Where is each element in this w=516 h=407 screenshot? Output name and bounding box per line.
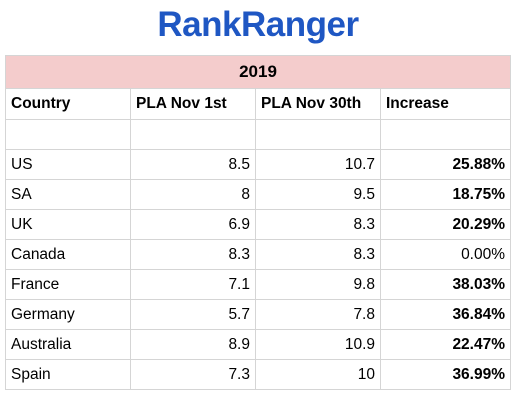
increase-cell: 18.75% (379, 179, 512, 210)
table-row: Spain 7.3 10 36.99% (5, 359, 512, 390)
blank-cell (5, 119, 131, 150)
header-country: Country (5, 88, 131, 120)
increase-cell: 0.00% (379, 239, 512, 270)
pla-nov-1st-cell: 8.3 (130, 239, 256, 270)
pla-nov-30th-cell: 8.3 (255, 239, 381, 270)
increase-cell: 38.03% (379, 269, 512, 300)
table-row: SA 8 9.5 18.75% (5, 179, 512, 210)
increase-cell: 22.47% (379, 329, 512, 360)
pla-nov-1st-cell: 5.7 (130, 299, 256, 330)
year-row: 2019 (4, 55, 512, 89)
pla-nov-30th-cell: 9.8 (255, 269, 381, 300)
country-cell: SA (5, 179, 131, 210)
table-row: Germany 5.7 7.8 36.84% (5, 299, 512, 330)
pla-nov-30th-cell: 9.5 (255, 179, 381, 210)
blank-row (5, 119, 512, 150)
pla-nov-30th-cell: 8.3 (255, 209, 381, 240)
increase-cell: 36.99% (379, 359, 512, 390)
pla-increase-table: 2019 Country PLA Nov 1st PLA Nov 30th In… (4, 55, 512, 390)
year-cell: 2019 (4, 55, 512, 89)
country-cell: Germany (5, 299, 131, 330)
pla-nov-1st-cell: 8 (130, 179, 256, 210)
header-pla-nov-1st: PLA Nov 1st (130, 88, 256, 120)
country-cell: France (5, 269, 131, 300)
header-row: Country PLA Nov 1st PLA Nov 30th Increas… (5, 88, 512, 120)
header-pla-nov-30th: PLA Nov 30th (255, 88, 381, 120)
country-cell: US (5, 149, 131, 180)
country-cell: Canada (5, 239, 131, 270)
increase-cell: 36.84% (379, 299, 512, 330)
pla-nov-1st-cell: 8.5 (130, 149, 256, 180)
pla-nov-30th-cell: 10.9 (255, 329, 381, 360)
pla-nov-30th-cell: 10 (255, 359, 381, 390)
pla-nov-1st-cell: 8.9 (130, 329, 256, 360)
country-cell: UK (5, 209, 131, 240)
increase-cell: 20.29% (379, 209, 512, 240)
blank-cell (130, 119, 256, 150)
table-row: US 8.5 10.7 25.88% (5, 149, 512, 180)
pla-nov-30th-cell: 7.8 (255, 299, 381, 330)
country-cell: Spain (5, 359, 131, 390)
increase-cell: 25.88% (379, 149, 512, 180)
country-cell: Australia (5, 329, 131, 360)
pla-nov-30th-cell: 10.7 (255, 149, 381, 180)
blank-cell (379, 119, 512, 150)
table-row: Canada 8.3 8.3 0.00% (5, 239, 512, 270)
header-increase: Increase (379, 88, 512, 120)
blank-cell (255, 119, 381, 150)
table-row: France 7.1 9.8 38.03% (5, 269, 512, 300)
pla-nov-1st-cell: 7.3 (130, 359, 256, 390)
table-row: UK 6.9 8.3 20.29% (5, 209, 512, 240)
rank-ranger-logo: RankRanger (157, 5, 359, 44)
pla-nov-1st-cell: 7.1 (130, 269, 256, 300)
pla-nov-1st-cell: 6.9 (130, 209, 256, 240)
table-row: Australia 8.9 10.9 22.47% (5, 329, 512, 360)
